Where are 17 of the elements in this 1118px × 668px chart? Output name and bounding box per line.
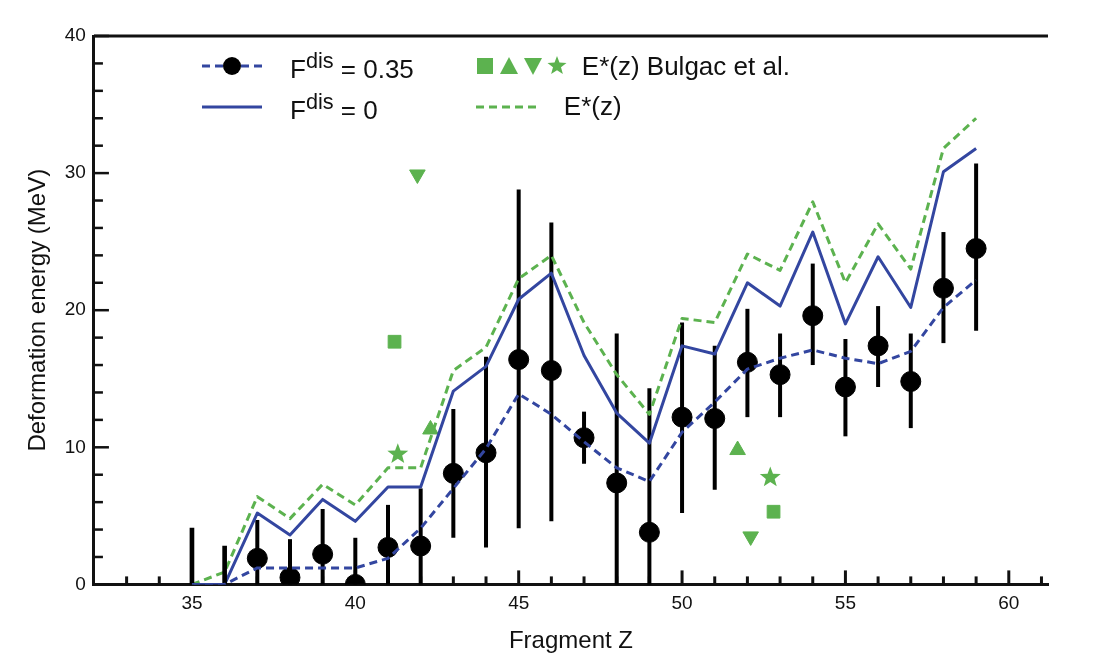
x-tick-label: 50 xyxy=(671,592,693,614)
y-tick-label: 20 xyxy=(64,298,86,320)
legend-label: E*(z) xyxy=(563,91,622,123)
x-axis-title: Fragment Z xyxy=(508,626,633,654)
y-tick-label: 30 xyxy=(64,161,86,183)
legend-label: F$^{dis}$ = 0 xyxy=(290,88,378,126)
x-tick-label: 55 xyxy=(834,592,856,614)
legend-label: F$^{dis}$ = 0.35 xyxy=(290,48,414,85)
legend-label: E*(z) Bulgac et al. xyxy=(581,50,790,82)
y-tick-label: 10 xyxy=(64,435,86,457)
x-tick-label: 35 xyxy=(181,592,203,614)
y-axis-title: Deformation energy (MeV) xyxy=(23,168,51,452)
y-tick-label: 40 xyxy=(64,24,86,46)
x-tick-label: 60 xyxy=(998,592,1020,614)
y-tick-label: 0 xyxy=(75,572,86,594)
x-tick-label: 45 xyxy=(508,592,530,614)
x-tick-label: 40 xyxy=(344,592,366,614)
